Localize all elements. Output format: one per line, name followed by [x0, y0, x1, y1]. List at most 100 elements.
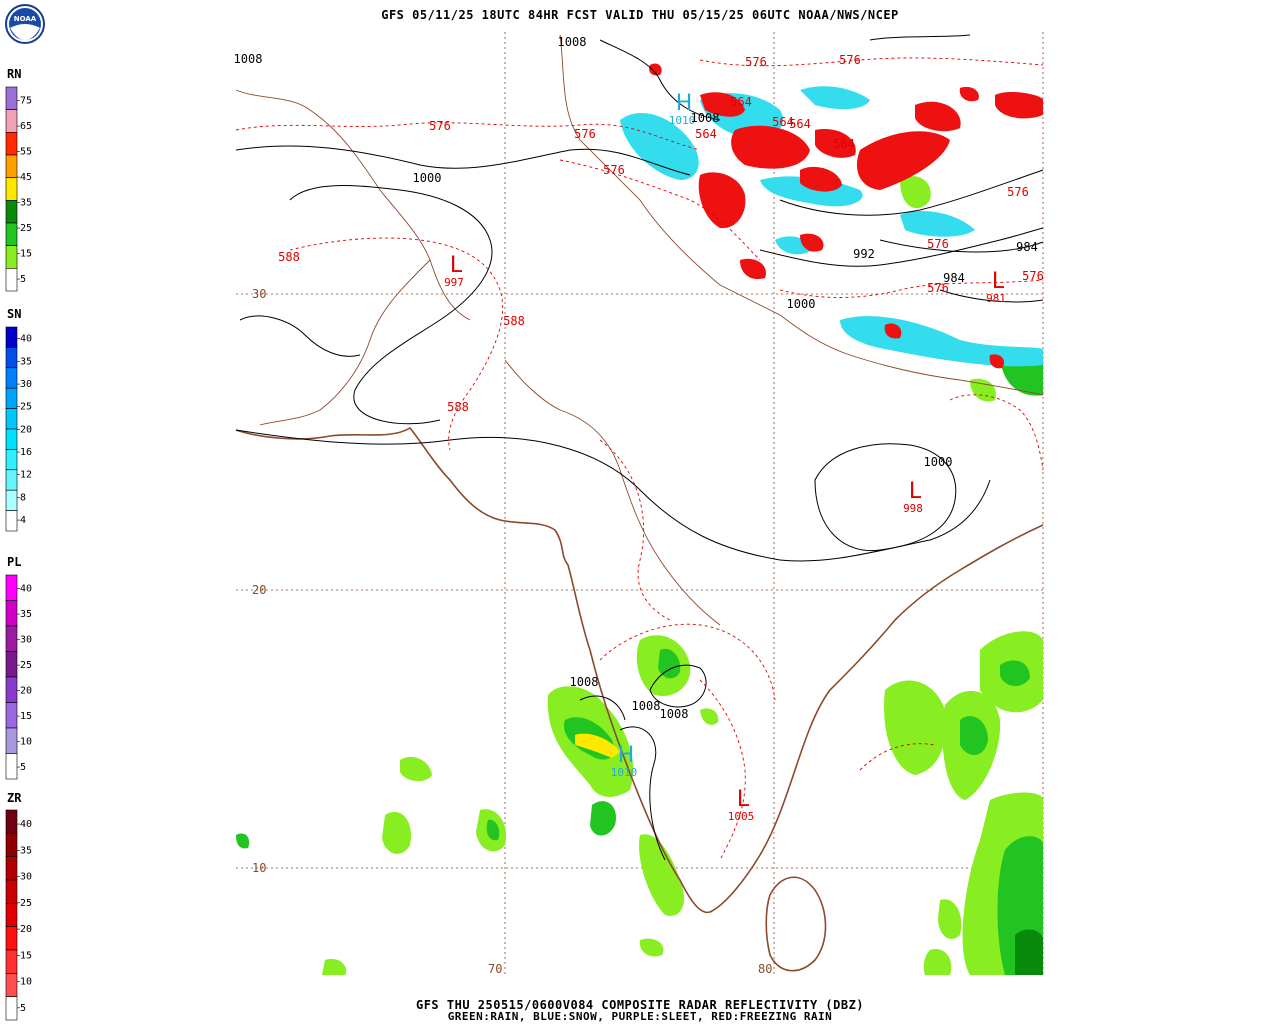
- legend-tick-label: 30: [20, 635, 32, 646]
- thickness-label: 576: [603, 163, 625, 177]
- legend-tick-label: 20: [20, 686, 32, 697]
- legend-tick-label: 15: [20, 249, 32, 260]
- coastlines: [235, 426, 1044, 972]
- center-value: 998: [903, 502, 923, 515]
- legend-tick-label: 15: [20, 711, 32, 722]
- isobar-label: 1008: [558, 35, 587, 49]
- thickness-label: 588: [503, 314, 525, 328]
- footer-product: GFS THU 250515/0600V084 COMPOSITE RADAR …: [415, 998, 865, 1012]
- isobar-label: 1000: [787, 297, 816, 311]
- legend-tick-label: 35: [20, 198, 32, 209]
- legend-tick-label: 35: [20, 609, 32, 620]
- legend-swatch: [5, 903, 18, 927]
- legend-swatch: [5, 408, 18, 430]
- legend-swatch: [5, 926, 18, 951]
- legend-tick-label: 40: [20, 334, 32, 345]
- legend-tick-label: 12: [20, 470, 32, 481]
- isobars: [235, 34, 1044, 861]
- thickness-label: 564: [789, 117, 811, 131]
- legend-swatch: [5, 809, 18, 834]
- legend-swatch: [5, 600, 18, 627]
- center-value: 997: [444, 276, 464, 289]
- legend-swatch: [5, 154, 18, 178]
- legend-swatch: [5, 177, 18, 201]
- center-symbol: L: [450, 253, 463, 278]
- thickness-label: 576: [927, 281, 949, 295]
- legend-tick-label: 20: [20, 424, 32, 435]
- legend-tick-label: 40: [20, 819, 32, 830]
- legend-swatch: [5, 510, 18, 532]
- legend-title: SN: [7, 307, 21, 321]
- isobar-label: 1008: [570, 675, 599, 689]
- center-symbol: L: [909, 479, 922, 504]
- legend-tick-label: 45: [20, 172, 32, 183]
- legend-title: RN: [7, 67, 21, 81]
- legend-swatch: [5, 268, 18, 292]
- legend-swatch: [5, 200, 18, 224]
- legend-title: ZR: [7, 791, 22, 805]
- legend-swatch: [5, 753, 18, 780]
- legend-swatch: [5, 326, 18, 348]
- thickness-label: 576: [839, 53, 861, 67]
- legend-tick-label: 75: [20, 96, 32, 107]
- political-borders: [235, 34, 1044, 626]
- center-value: 981: [986, 292, 1006, 305]
- center-value: 1010: [611, 766, 638, 779]
- center-symbol: H: [676, 91, 693, 116]
- legend-swatch: [5, 973, 18, 997]
- legend-tick-label: 15: [20, 950, 32, 961]
- thickness-label: 564: [730, 95, 752, 109]
- legend-tick-label: 16: [20, 447, 32, 458]
- lat-label: 10: [252, 861, 266, 875]
- center-symbol: L: [992, 269, 1005, 294]
- legend-tick-label: 8: [20, 492, 26, 503]
- legend-swatch: [5, 428, 18, 450]
- thickness-label: 564: [833, 137, 855, 151]
- center-value: 1005: [728, 810, 755, 823]
- legend-swatch: [5, 109, 18, 133]
- legend-tick-label: 5: [20, 762, 26, 773]
- thickness-label: 564: [695, 127, 717, 141]
- legend-panel: RN756555453525155SN4035302520161284PL403…: [5, 67, 32, 1021]
- legend-tick-label: 55: [20, 147, 32, 158]
- legend-tick-label: 25: [20, 660, 32, 671]
- legend-swatch: [5, 449, 18, 471]
- thickness-label: 588: [278, 250, 300, 264]
- thickness-label: 576: [745, 55, 767, 69]
- legend-swatch: [5, 856, 18, 881]
- noaa-logo-icon: NOAA: [5, 4, 45, 44]
- thickness-labels: 576 5765765765765765765765765885885885645…: [278, 53, 1044, 414]
- legend-tick-label: 10: [20, 737, 32, 748]
- legend-swatch: [5, 879, 18, 904]
- legend-swatch: [5, 727, 18, 754]
- snow-areas: [620, 86, 1043, 367]
- isobar-label: 1008: [632, 699, 661, 713]
- thickness-label: 588: [447, 400, 469, 414]
- legend-tick-label: 10: [20, 977, 32, 988]
- legend-tick-label: 20: [20, 924, 32, 935]
- isobar-label: 1000: [924, 455, 953, 469]
- legend-swatch: [5, 245, 18, 269]
- legend-tick-label: 25: [20, 402, 32, 413]
- legend-swatch: [5, 347, 18, 369]
- legend-swatch: [5, 625, 18, 652]
- legend-tick-label: 65: [20, 121, 32, 132]
- lon-label: 80: [758, 962, 772, 976]
- legend-swatch: [5, 222, 18, 246]
- thickness-label: 576: [574, 127, 596, 141]
- legend-title: PL: [7, 555, 21, 569]
- isobar-label: 992: [853, 247, 875, 261]
- center-symbol: H: [618, 743, 635, 768]
- isobar-label: 1000: [413, 171, 442, 185]
- lon-label: 70: [488, 962, 502, 976]
- legend-swatch: [5, 676, 18, 703]
- thickness-label: 576: [429, 119, 451, 133]
